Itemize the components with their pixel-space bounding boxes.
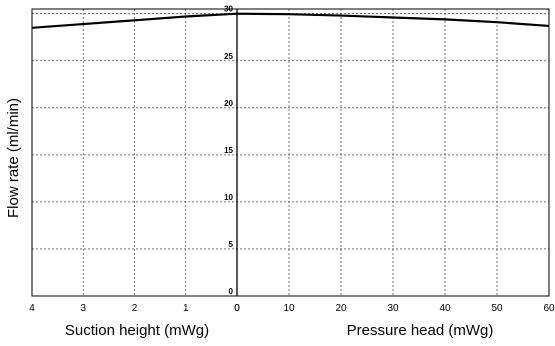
x-tick-label-pressure: 30 — [387, 303, 399, 314]
x-axis-label-suction: Suction height (mWg) — [65, 322, 209, 339]
y-tick-labels: 0 5 10 15 20 25 30 — [224, 5, 233, 296]
x-tick-labels: 4 3 2 1 00 10 20 30 40 50 60 — [29, 303, 555, 314]
flow-rate-series-line — [31, 12, 550, 29]
x-tick-label-suction: 3 — [80, 303, 86, 314]
y-axis-label: Flow rate (ml/min) — [5, 98, 22, 218]
x-tick-label-suction: 2 — [132, 303, 138, 314]
y-tick-label: 10 — [224, 193, 233, 202]
x-tick-label-pressure: 50 — [491, 303, 503, 314]
x-tick-label-pressure: 10 — [283, 303, 295, 314]
y-tick-label: 30 — [224, 5, 233, 14]
x-tick-label-suction: 4 — [29, 303, 35, 314]
axis-layer — [31, 8, 550, 297]
x-tick-label-suction: 0 — [234, 303, 240, 314]
y-tick-label: 25 — [224, 52, 233, 61]
x-tick-label-suction: 1 — [183, 303, 189, 314]
x-axis-label-pressure: Pressure head (mWg) — [347, 322, 494, 339]
x-tick-label-pressure: 0 — [234, 303, 240, 314]
x-tick-label-pressure: 60 — [543, 303, 555, 314]
series-layer — [31, 12, 550, 29]
y-tick-label: 0 — [229, 287, 234, 296]
y-tick-label: 20 — [224, 99, 233, 108]
grid-layer — [32, 9, 549, 296]
plot-frame — [31, 8, 550, 297]
y-tick-label: 5 — [229, 240, 234, 249]
x-tick-label-pressure: 40 — [439, 303, 451, 314]
y-tick-label: 15 — [224, 146, 233, 155]
x-tick-label-pressure: 20 — [335, 303, 347, 314]
